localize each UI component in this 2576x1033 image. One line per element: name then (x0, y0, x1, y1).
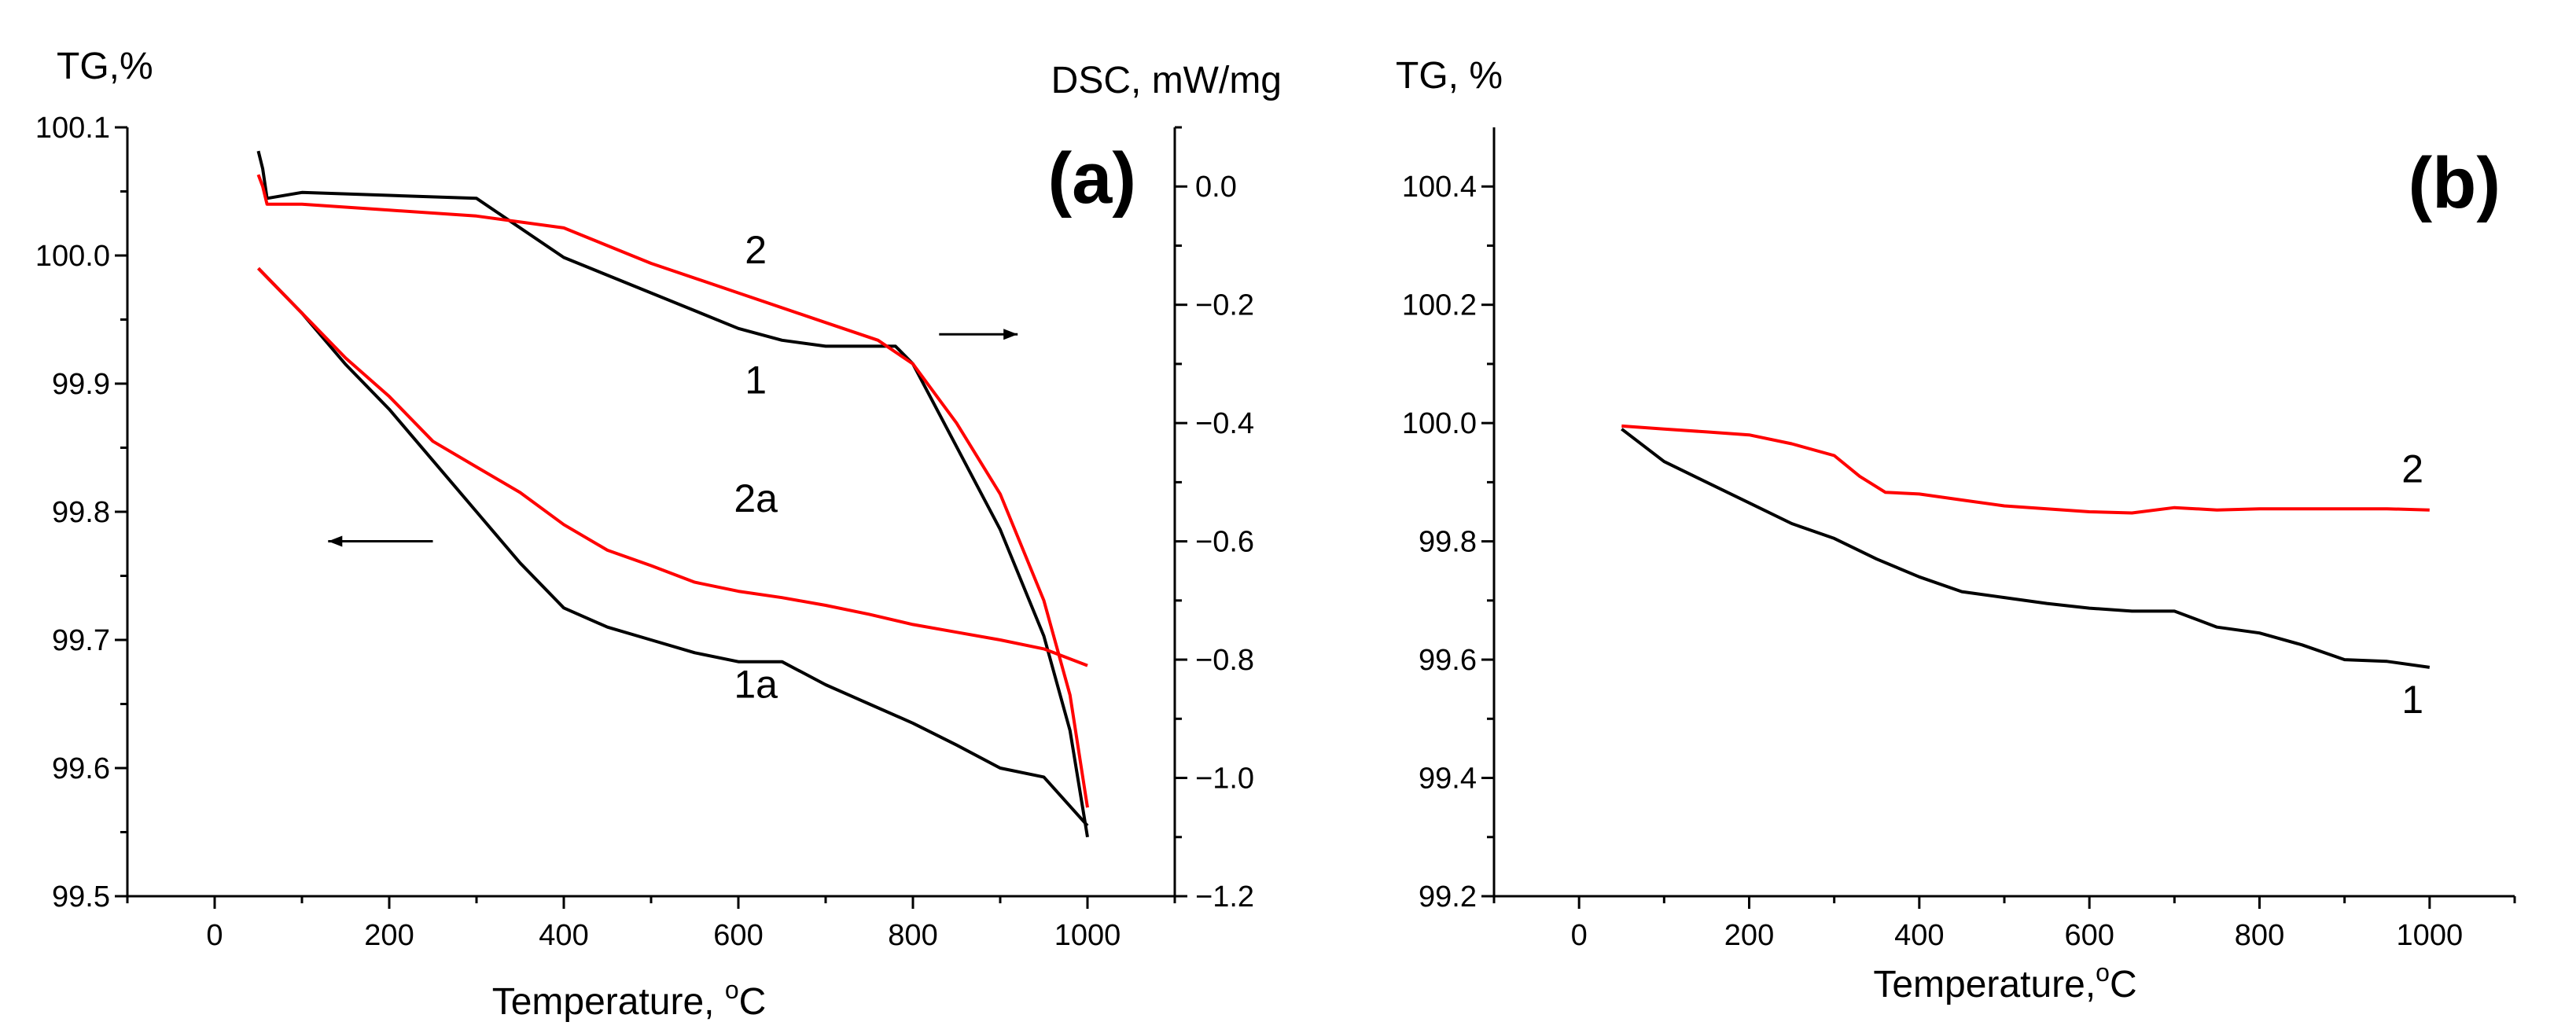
b-curve-label: 2 (2401, 447, 2423, 491)
a-left-ticks: 99.5 99.6 99.7 99.8 99.9 100.0 100.1 (35, 112, 127, 914)
a-y2label: DSC, mW/mg (1051, 60, 1282, 101)
a-ytick-label: 99.9 (52, 368, 110, 401)
a-ytick-label: 99.6 (52, 752, 110, 785)
a-series (256, 150, 1089, 838)
a-y2tick-label: −0.2 (1195, 289, 1254, 322)
b-ylabel: TG, % (1396, 55, 1503, 97)
b-ytick-label: 100.4 (1402, 171, 1477, 204)
b-x-ticks: 0 200 400 600 800 1000 (1492, 896, 2516, 952)
a-ylabel: TG,% (57, 46, 153, 87)
b-ytick-label: 99.8 (1419, 526, 1477, 559)
b-series-1-line (1621, 428, 2431, 669)
b-ytick-label: 99.4 (1419, 763, 1477, 796)
b-panel-label: (b) (2409, 143, 2501, 223)
a-curve-label: 2 (745, 228, 767, 272)
a-curve-label: 1 (745, 358, 767, 403)
a-series-1-line (256, 150, 1089, 838)
b-xtick-label: 1000 (2397, 919, 2464, 952)
b-xtick-label: 600 (2064, 919, 2114, 952)
b-curve-label: 1 (2401, 678, 2423, 722)
a-xtick-label: 0 (206, 919, 223, 952)
a-curve-label: 2a (734, 476, 778, 520)
a-xtick-label: 200 (364, 919, 414, 952)
b-xtick-label: 200 (1724, 919, 1774, 952)
a-y2tick-label: 0.0 (1195, 171, 1237, 204)
b-ytick-label: 99.2 (1419, 880, 1477, 914)
a-series-2-line (256, 174, 1089, 808)
a-xtick-label: 1000 (1054, 919, 1121, 952)
a-x-ticks: 0 200 400 600 800 1000 (126, 896, 1176, 952)
a-xlabel: Temperature, oC (492, 976, 767, 1023)
a-y2tick-label: −0.8 (1195, 644, 1254, 677)
panel-b: TG, % (b) 99.2 99.4 99.6 99.8 100.0 100.2 100.… (1396, 55, 2516, 1005)
b-xtick-label: 400 (1894, 919, 1944, 952)
b-xlabel: Temperature,oC (1873, 958, 2136, 1005)
a-curve-label: 1a (734, 662, 778, 706)
a-xtick-label: 400 (539, 919, 588, 952)
panel-a: TG,% DSC, mW/mg (a) 99.5 99.6 99.7 99.8 99.9… (35, 46, 1282, 1023)
a-ytick-label: 99.7 (52, 624, 110, 657)
a-y2tick-label: −0.4 (1195, 407, 1254, 440)
a-arrow-right-head (1003, 329, 1018, 340)
a-xtick-label: 600 (713, 919, 763, 952)
a-ytick-label: 99.5 (52, 880, 110, 914)
a-xtick-label: 800 (888, 919, 937, 952)
a-series-2a-line (257, 267, 1088, 667)
a-panel-label: (a) (1048, 138, 1136, 219)
b-ytick-label: 99.6 (1419, 644, 1477, 677)
a-ytick-label: 100.1 (35, 112, 110, 145)
a-y2tick-label: −1.0 (1195, 763, 1254, 796)
b-series (1621, 424, 2431, 669)
b-annotations: 21 (2401, 447, 2423, 721)
a-ytick-label: 99.8 (52, 496, 110, 529)
b-ytick-label: 100.0 (1402, 407, 1477, 440)
a-arrows (328, 329, 1018, 547)
b-ytick-label: 100.2 (1402, 289, 1477, 322)
a-right-ticks: −1.2 −1.0 −0.8 −0.6 −0.4 −0.2 0.0 (1175, 126, 1254, 914)
a-ytick-label: 100.0 (35, 240, 110, 273)
b-left-ticks: 99.2 99.4 99.6 99.8 100.0 100.2 100.4 (1402, 171, 1494, 914)
a-y2tick-label: −1.2 (1195, 880, 1254, 914)
b-xtick-label: 800 (2235, 919, 2284, 952)
b-series-2-line (1621, 424, 2430, 515)
b-xtick-label: 0 (1571, 919, 1588, 952)
a-annotations: 2 1 2a 1a (734, 228, 778, 706)
a-series-1a-line (257, 267, 1089, 827)
a-arrow-left-head (328, 535, 343, 547)
a-y2tick-label: −0.6 (1195, 526, 1254, 559)
